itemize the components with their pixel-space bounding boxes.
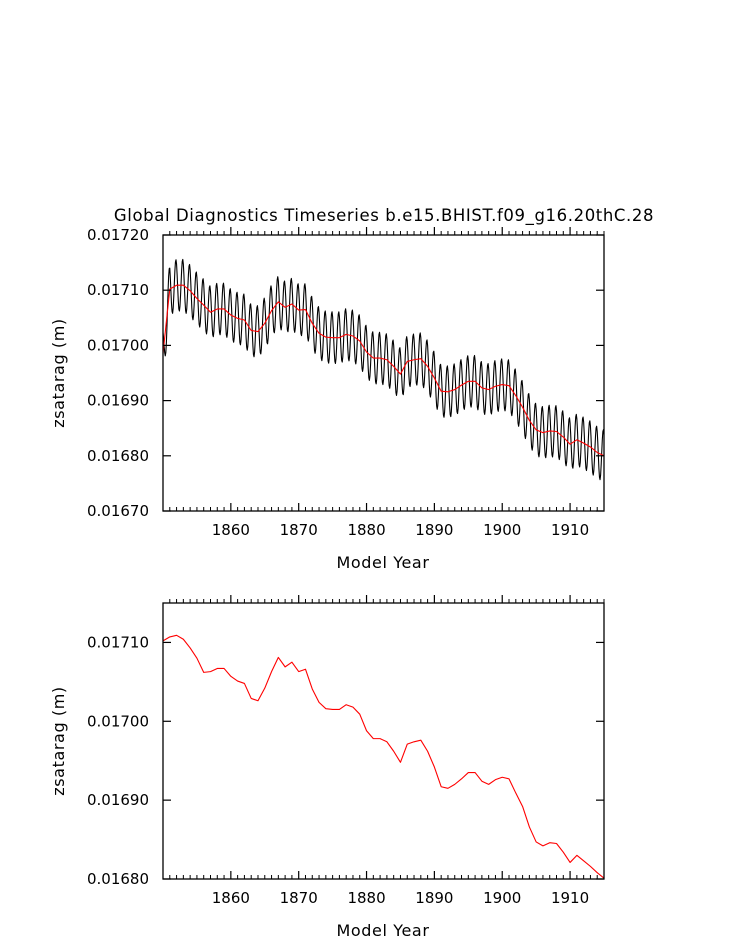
bottom-xtick-label: 1870 xyxy=(280,889,318,907)
top-ytick-label: 0.01720 xyxy=(87,226,149,244)
top-series-annual-mean xyxy=(162,284,605,457)
top-xtick-label: 1860 xyxy=(212,521,250,539)
bottom-ytick-label: 0.01680 xyxy=(87,870,149,888)
bottom-chart-xlabel: Model Year xyxy=(337,921,430,940)
top-ytick-label: 0.01690 xyxy=(87,392,149,410)
bottom-series-annual-mean xyxy=(162,634,605,879)
top-plot-frame xyxy=(162,234,605,512)
bottom-ytick-label: 0.01710 xyxy=(87,633,149,651)
top-series-monthly xyxy=(162,258,605,481)
top-axes: 1860 1870 1880 1890 1900 1910 0.01670 0.01680 0.… xyxy=(87,226,605,539)
top-chart: Global Diagnostics Timeseries b.e15.BHIS… xyxy=(49,206,654,572)
top-chart-ylabel: zsatarag (m) xyxy=(49,318,68,428)
bottom-xtick-label: 1900 xyxy=(483,889,521,907)
bottom-xtick-label: 1860 xyxy=(212,889,250,907)
bottom-xtick-label: 1880 xyxy=(347,889,385,907)
bottom-ytick-label: 0.01690 xyxy=(87,791,149,809)
top-ytick-label: 0.01670 xyxy=(87,502,149,520)
bottom-chart-ylabel: zsatarag (m) xyxy=(49,686,68,796)
bottom-ytick-label: 0.01700 xyxy=(87,712,149,730)
bottom-plot-frame xyxy=(162,602,605,880)
top-xtick-label: 1870 xyxy=(280,521,318,539)
top-xtick-label: 1900 xyxy=(483,521,521,539)
bottom-xtick-label: 1910 xyxy=(551,889,589,907)
bottom-xtick-label: 1890 xyxy=(415,889,453,907)
top-series-group xyxy=(162,258,605,481)
top-chart-title: Global Diagnostics Timeseries b.e15.BHIS… xyxy=(114,206,654,226)
bottom-axes: 1860 1870 1880 1890 1900 1910 0.01680 0.01690 0.… xyxy=(87,595,605,907)
bottom-series-group xyxy=(162,634,605,879)
bottom-chart: 1860 1870 1880 1890 1900 1910 0.01680 0.01690 0.… xyxy=(49,595,605,940)
top-ytick-label: 0.01700 xyxy=(87,336,149,354)
top-chart-xlabel: Model Year xyxy=(337,553,430,572)
top-ytick-label: 0.01680 xyxy=(87,447,149,465)
top-ytick-label: 0.01710 xyxy=(87,281,149,299)
top-xtick-label: 1880 xyxy=(347,521,385,539)
top-xtick-label: 1890 xyxy=(415,521,453,539)
top-xtick-label: 1910 xyxy=(551,521,589,539)
